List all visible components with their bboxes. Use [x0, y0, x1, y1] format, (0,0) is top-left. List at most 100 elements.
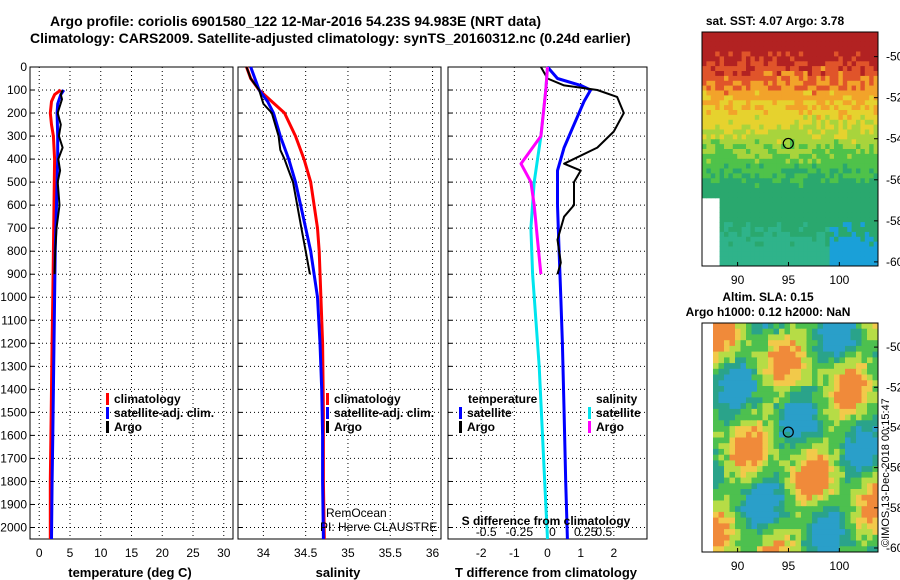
map-cell: [746, 357, 752, 364]
map-cell: [807, 183, 813, 189]
map-cell: [834, 420, 840, 427]
map-cell: [829, 66, 835, 72]
map-cell: [776, 222, 782, 228]
map-cell: [729, 500, 736, 507]
map-cell: [772, 227, 778, 233]
map-cell: [750, 85, 756, 91]
map-cell: [746, 397, 752, 404]
map-cell: [702, 144, 707, 150]
map-cell: [856, 323, 862, 330]
map-cell: [816, 41, 822, 48]
map-cell: [737, 80, 743, 87]
map-cell: [732, 100, 738, 106]
map-cell: [776, 256, 782, 262]
map-cell: [724, 391, 730, 398]
map-cell: [784, 391, 791, 398]
map-cell: [842, 168, 848, 174]
map-cell: [825, 163, 831, 169]
map-cell: [784, 363, 791, 370]
map-cell: [768, 56, 773, 62]
map-cell: [872, 323, 879, 330]
map-cell: [829, 256, 835, 262]
map-cell: [719, 80, 725, 87]
map-cell: [740, 506, 747, 513]
map-cell: [776, 261, 782, 267]
map-cell: [795, 494, 802, 501]
map-cell: [812, 466, 818, 473]
map-cell: [754, 75, 760, 82]
map-cell: [762, 420, 769, 427]
map-cell: [828, 494, 835, 501]
map-cell: [825, 222, 831, 228]
map-cell: [867, 477, 873, 484]
map-cell: [784, 477, 791, 484]
map-cell: [867, 489, 873, 496]
map-cell: [713, 386, 719, 393]
map-cell: [729, 420, 736, 427]
map-cell: [732, 261, 738, 267]
map-cell: [845, 380, 851, 387]
map-cell: [729, 397, 736, 404]
map-cell: [785, 129, 791, 135]
map-cell: [861, 483, 868, 490]
map-cell: [735, 374, 741, 381]
map-cell: [724, 345, 730, 353]
map-cell: [839, 414, 846, 421]
map-cell: [828, 454, 835, 461]
map-cell: [828, 386, 835, 393]
map-cell: [759, 241, 765, 247]
map-cell: [860, 217, 866, 223]
map-cell: [825, 119, 831, 126]
map-cell: [776, 227, 782, 233]
map-cell: [768, 75, 773, 82]
map-cell: [768, 183, 773, 189]
map-cell: [794, 256, 800, 262]
map-cell: [781, 85, 787, 91]
map-cell: [790, 511, 796, 519]
map-cell: [873, 90, 879, 96]
map-cell: [845, 431, 851, 438]
map-cell: [750, 153, 756, 160]
map-cell: [834, 414, 840, 421]
map-cell: [864, 100, 870, 106]
map-cell: [860, 100, 866, 106]
map-cell: [806, 523, 813, 530]
depth-tick-label: 500: [7, 175, 27, 189]
map-cell: [850, 494, 857, 501]
map-cell: [828, 328, 835, 335]
map-cell: [839, 374, 846, 381]
legend-swatch-t-satellite: [459, 407, 462, 419]
map-cell: [776, 202, 782, 208]
map-cell: [839, 437, 846, 444]
map-cell: [812, 188, 817, 194]
map-cell: [773, 454, 780, 461]
map-cell: [812, 183, 817, 189]
map-cell: [776, 56, 782, 62]
map-cell: [781, 90, 787, 96]
map-cell: [715, 178, 721, 184]
map-cell: [746, 420, 752, 427]
map-cell: [834, 231, 839, 238]
map-cell: [781, 251, 787, 257]
map-cell: [856, 471, 862, 479]
map-cell: [790, 534, 796, 541]
map-cell: [751, 540, 758, 547]
map-cell: [728, 149, 734, 155]
map-cell: [823, 334, 829, 341]
map-cell: [768, 41, 773, 48]
map-cell: [750, 119, 756, 126]
map-cell: [776, 100, 782, 106]
map-cell: [729, 471, 736, 479]
map-cell: [702, 168, 707, 174]
map-cell: [869, 41, 875, 48]
map-cell: [784, 340, 791, 347]
map-cell: [740, 494, 747, 501]
depth-tick-label: 200: [7, 106, 27, 120]
map-cell: [718, 323, 725, 330]
map-cell: [728, 75, 734, 82]
map-cell: [729, 426, 736, 433]
map-cell: [867, 363, 873, 370]
map-cell: [847, 134, 853, 140]
map-cell: [763, 246, 769, 252]
map-cell: [724, 202, 729, 208]
